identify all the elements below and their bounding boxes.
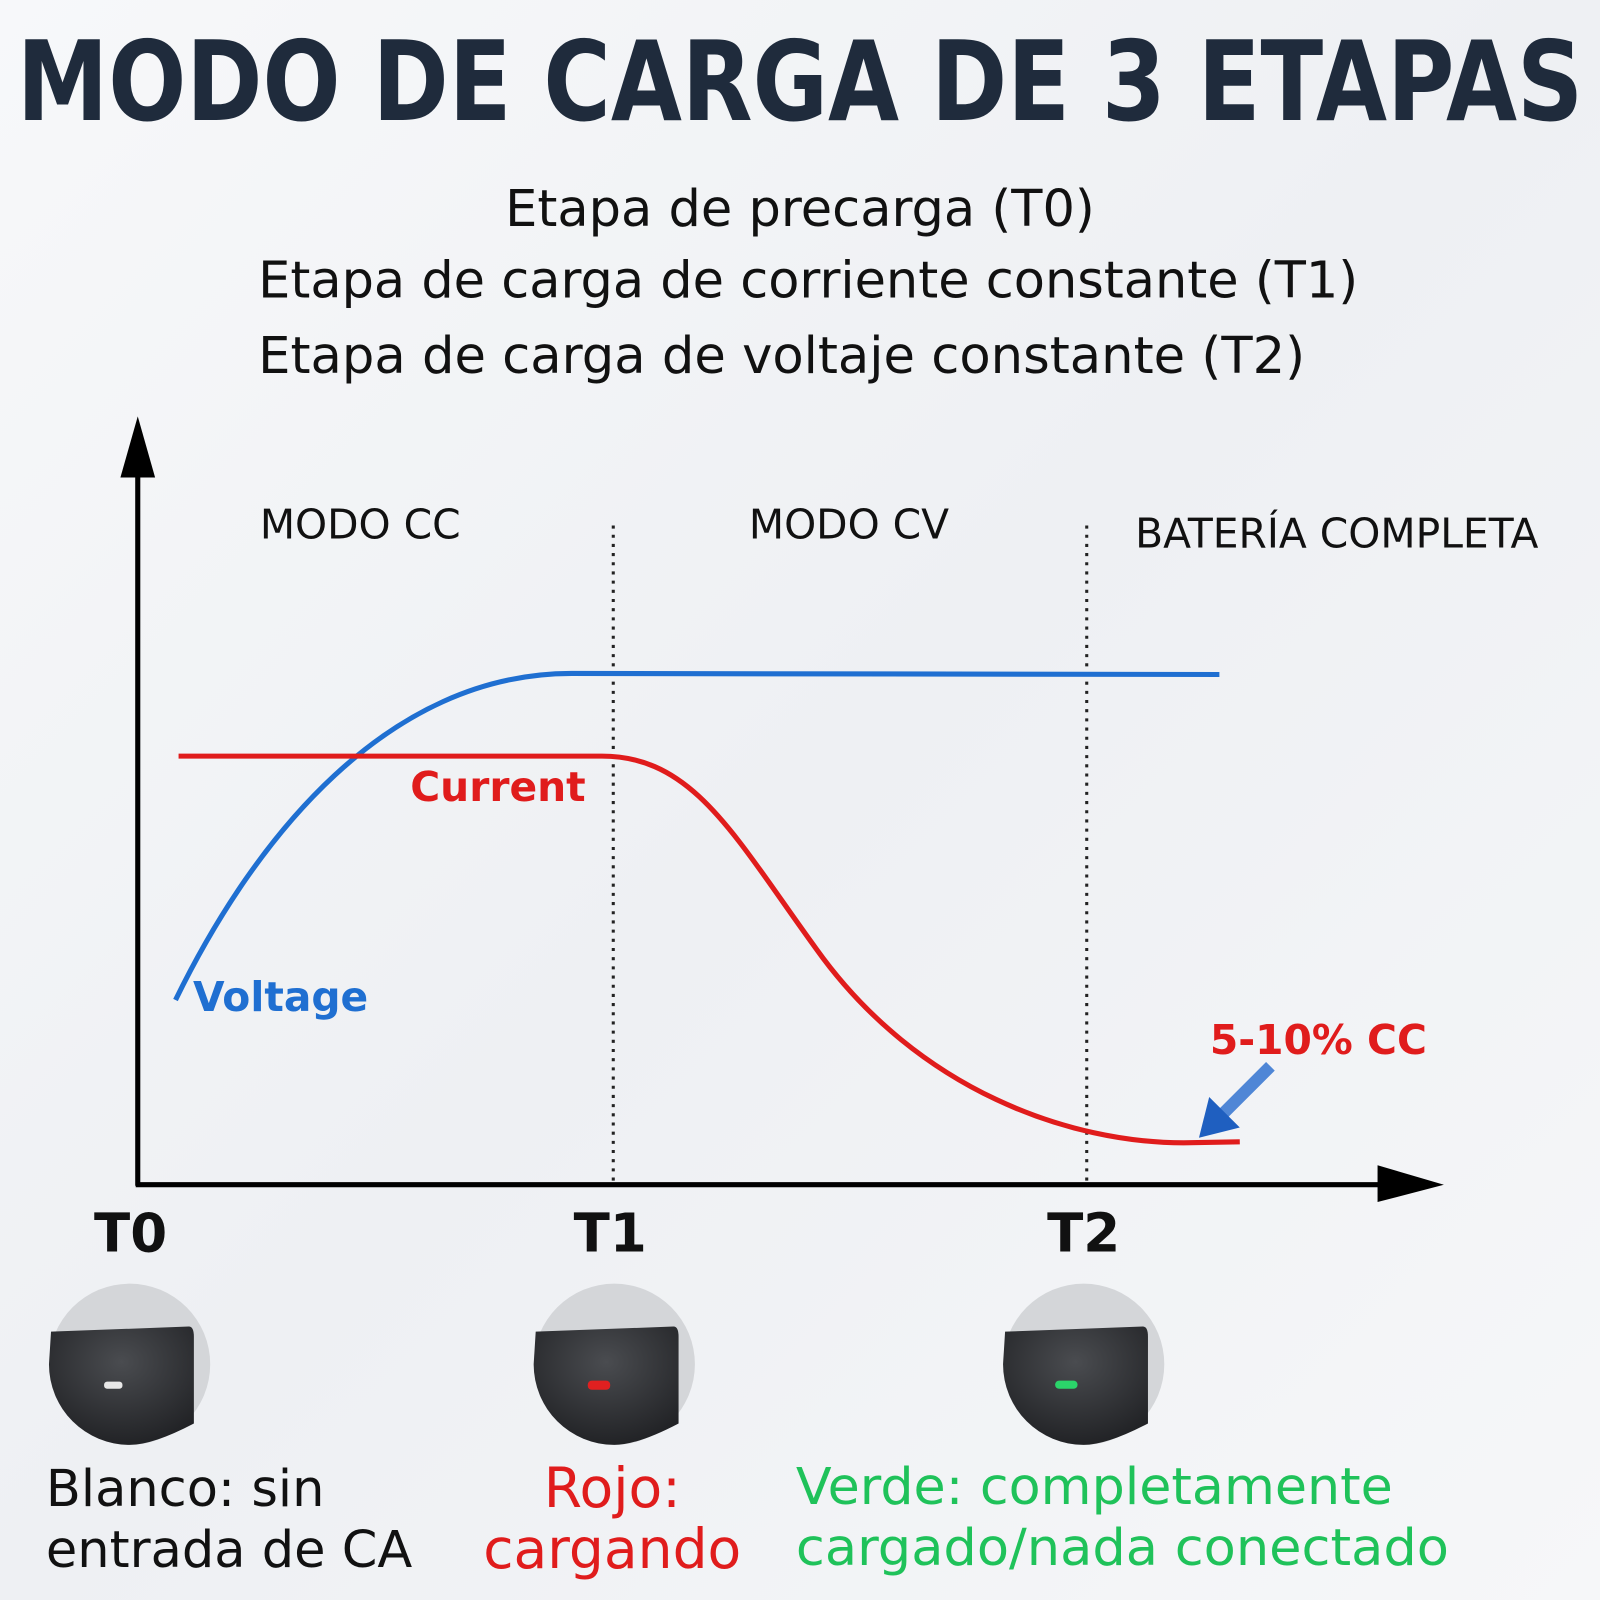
- caption: Verde: completamente: [796, 1458, 1393, 1517]
- stage: Etapa de carga de voltaje constante (T2): [258, 327, 1305, 386]
- led-indicator: [1003, 1283, 1165, 1445]
- time-label: T2: [1047, 1202, 1120, 1264]
- led-indicator: [48, 1283, 211, 1445]
- x-arrow: [1377, 1165, 1444, 1203]
- title: MODO DE CARGA DE 3 ETAPAS: [17, 18, 1583, 146]
- caption: cargado/nada conectado: [796, 1519, 1449, 1578]
- mode-label: BATERÍA COMPLETA: [1135, 510, 1538, 558]
- stages: Etapa de precarga (T0) Etapa de carga de…: [258, 180, 1358, 386]
- mode-label: MODO CC: [260, 501, 461, 549]
- mode-label: MODO CV: [749, 501, 949, 549]
- y-arrow: [120, 416, 156, 478]
- current-label: Current: [410, 763, 585, 811]
- time-label: T0: [94, 1202, 167, 1264]
- caption: cargando: [483, 1517, 741, 1581]
- annotation-arrow: [1215, 1061, 1275, 1122]
- annotation-arrowhead: [1198, 1096, 1240, 1138]
- current-curve: [178, 753, 1240, 1146]
- stage: Etapa de carga de corriente constante (T…: [258, 252, 1358, 311]
- caption: Blanco: sin: [46, 1460, 325, 1519]
- voltage-label: Voltage: [193, 973, 368, 1021]
- caption: Rojo:: [544, 1456, 681, 1520]
- led-indicator: [533, 1283, 695, 1445]
- annotation: 5-10% CC: [1210, 1016, 1427, 1064]
- voltage-curve: [173, 670, 1220, 1002]
- stage: Etapa de precarga (T0): [505, 180, 1095, 239]
- caption: entrada de CA: [46, 1521, 412, 1580]
- time-label: T1: [574, 1202, 647, 1264]
